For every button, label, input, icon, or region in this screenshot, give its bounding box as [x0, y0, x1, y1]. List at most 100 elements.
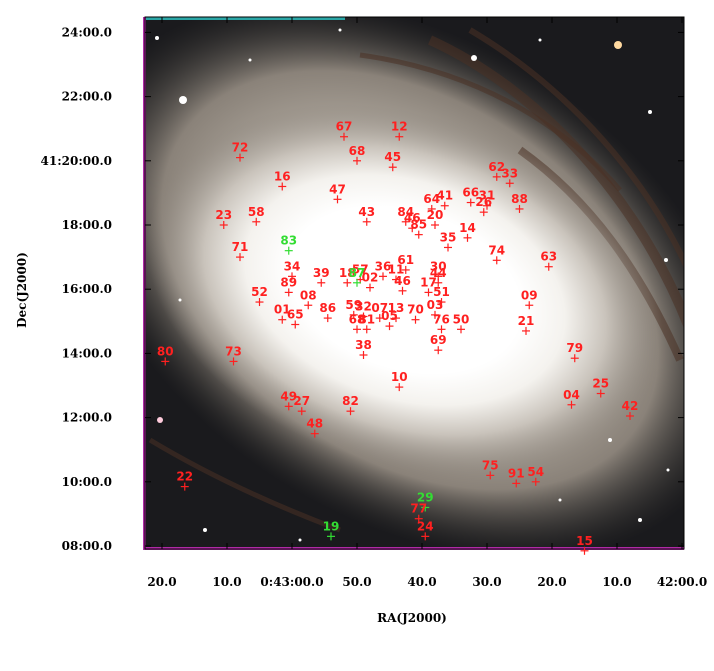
source-label: 12: [391, 120, 408, 134]
source-marker-50: 50: [453, 312, 470, 334]
source-marker-44: 44: [430, 266, 447, 287]
y-tick-label: 14:00.0: [62, 346, 112, 360]
y-tick-label: 22:00.0: [62, 90, 112, 104]
source-marker-67: 67: [336, 120, 352, 141]
x-tick-label: 20.0: [147, 575, 176, 589]
source-marker-18: 18: [339, 266, 356, 287]
source-label: 14: [459, 221, 476, 235]
source-label: 17: [420, 275, 437, 289]
source-marker-66: 66: [462, 186, 479, 207]
source-marker-88: 88: [511, 192, 528, 213]
source-label: 21: [518, 314, 535, 328]
source-marker-77: 77: [410, 502, 427, 523]
y-tick-labels: 24:00.0 22:00.0 41:20:00.0 18:00.0 16:00.0 14…: [41, 25, 112, 553]
source-marker-01: 01: [274, 303, 291, 324]
source-label: 31: [479, 189, 496, 203]
source-label: 29: [417, 490, 434, 504]
source-marker-80: 80: [157, 344, 174, 366]
plot-frame: [144, 16, 685, 550]
source-marker-13: 13: [388, 301, 404, 323]
source-label: 16: [274, 169, 291, 183]
source-marker-65: 65: [287, 308, 304, 329]
source-label: 76: [433, 312, 450, 326]
source-marker-63: 63: [540, 250, 557, 271]
source-label: 91: [508, 466, 525, 480]
source-label: 26: [475, 195, 492, 209]
source-label: 58: [248, 205, 265, 219]
source-label: 46: [404, 211, 421, 225]
source-marker-34: 34: [284, 259, 300, 281]
source-marker-46: 46: [404, 211, 421, 233]
source-marker-16: 16: [274, 169, 291, 191]
source-marker-51: 51: [433, 285, 450, 307]
source-label: 84: [397, 205, 414, 219]
x-tick-label: 0:43:00.0: [260, 575, 323, 589]
source-marker-68: 68: [349, 144, 366, 165]
source-label: 23: [215, 208, 232, 222]
source-label: 89: [280, 275, 297, 289]
x-tick-label: 30.0: [472, 575, 501, 589]
source-marker-46b: 46: [394, 274, 411, 295]
source-marker-38: 38: [355, 338, 372, 360]
x-tick-label: 40.0: [407, 575, 436, 589]
source-label: 10: [391, 370, 408, 384]
source-marker-32: 32: [355, 299, 372, 321]
source-marker-25: 25: [592, 377, 609, 398]
source-label: 02: [362, 271, 379, 285]
source-label: 64: [423, 192, 440, 206]
source-label: 45: [384, 150, 401, 164]
source-marker-20: 20: [427, 208, 444, 229]
y-tick-label: 16:00.0: [62, 282, 112, 296]
x-tick-label: 20.0: [537, 575, 566, 589]
source-marker-02: 02: [362, 271, 379, 292]
x-tick-label: 42:00.0: [657, 575, 707, 589]
y-tick-label: 24:00.0: [62, 25, 112, 39]
x-axis-title: RA(J2000): [377, 611, 447, 625]
source-label: 20: [427, 208, 444, 222]
source-marker-64: 64: [423, 192, 440, 213]
axis-ticks: [145, 17, 684, 549]
source-marker-12: 12: [391, 120, 408, 141]
source-marker-21: 21: [518, 314, 535, 335]
source-label: 38: [355, 338, 372, 352]
source-marker-45: 45: [384, 150, 401, 172]
source-label: 07: [371, 301, 388, 315]
source-marker-03: 03: [427, 298, 443, 319]
source-marker-69: 69: [430, 333, 447, 355]
source-label: 32: [355, 299, 372, 313]
source-label: 80: [157, 344, 174, 358]
source-label: 43: [358, 205, 375, 219]
source-marker-75: 75: [482, 458, 499, 480]
field-stars: [155, 28, 670, 542]
source-label: 75: [482, 458, 499, 472]
source-marker-81: 81: [358, 312, 375, 334]
source-label: 18: [339, 266, 356, 280]
source-label: 63: [540, 250, 557, 264]
source-marker-47: 47: [329, 182, 346, 204]
source-marker-19: 19: [323, 519, 339, 541]
source-marker-04: 04: [563, 388, 580, 409]
source-label: 33: [501, 166, 518, 180]
source-marker-36: 36: [375, 259, 392, 281]
x-tick-labels: 20.0 10.0 0:43:00.0 50.0 40.0 30.0 20.0 10.0 42:…: [147, 575, 707, 589]
source-marker-33: 33: [501, 166, 518, 188]
source-marker-29: 29: [417, 490, 434, 512]
source-label: 69: [430, 333, 447, 347]
source-marker-85: 85: [410, 218, 427, 239]
source-marker-42: 42: [622, 399, 638, 420]
source-marker-23: 23: [215, 208, 232, 229]
source-label: 50: [453, 312, 470, 326]
source-label: 59: [345, 298, 362, 312]
source-label: 36: [375, 259, 392, 273]
source-label: 04: [563, 388, 580, 402]
source-label: 82: [342, 394, 359, 408]
source-marker-54: 54: [527, 465, 544, 486]
source-label: 01: [274, 303, 291, 317]
source-label: 09: [521, 288, 538, 302]
source-label: 68: [349, 144, 366, 158]
source-label: 57: [352, 263, 369, 277]
source-marker-26: 26: [475, 195, 492, 217]
source-marker-68b: 68: [349, 312, 365, 334]
source-marker-58: 58: [248, 205, 265, 226]
